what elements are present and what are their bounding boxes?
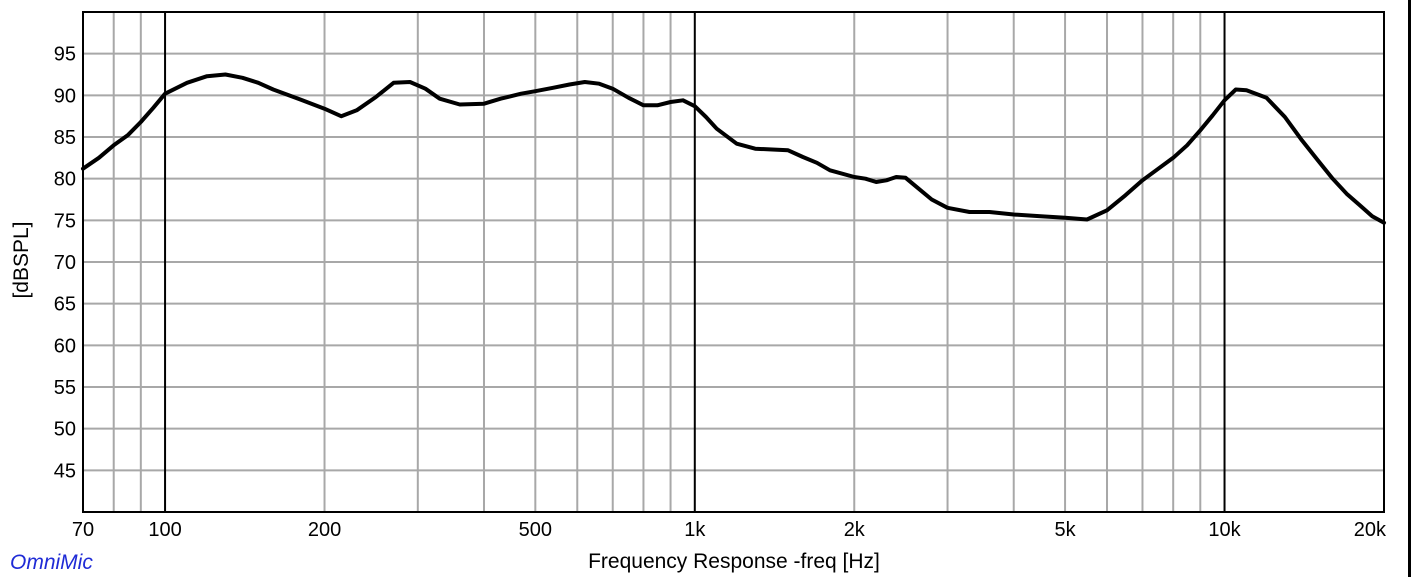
y-tick-label: 85 bbox=[54, 127, 76, 149]
x-tick-label: 10k bbox=[1208, 519, 1241, 541]
x-tick-label: 70 bbox=[72, 519, 94, 541]
x-tick-label: 500 bbox=[519, 519, 552, 541]
omnimic-brand: OmniMic bbox=[10, 551, 93, 574]
x-axis-label: Frequency Response -freq [Hz] bbox=[588, 550, 880, 573]
x-tick-label: 2k bbox=[844, 519, 866, 541]
x-tick-label: 1k bbox=[684, 519, 706, 541]
y-tick-label: 45 bbox=[54, 460, 76, 482]
minor-gridlines bbox=[83, 12, 1384, 512]
x-tick-label: 5k bbox=[1055, 519, 1077, 541]
x-tick-label: 100 bbox=[148, 519, 181, 541]
x-axis-tick-labels: 70 100 200 500 1k 2k 5k 10k 20k bbox=[72, 519, 1387, 541]
y-tick-label: 50 bbox=[54, 419, 76, 441]
x-tick-label: 200 bbox=[308, 519, 341, 541]
y-tick-label: 75 bbox=[54, 210, 76, 232]
y-tick-label: 60 bbox=[54, 335, 76, 357]
y-axis-tick-labels: 45 50 55 60 65 70 75 80 85 90 95 bbox=[54, 44, 76, 483]
y-tick-label: 70 bbox=[54, 252, 76, 274]
plot-frame bbox=[82, 11, 1385, 513]
y-tick-label: 55 bbox=[54, 377, 76, 399]
y-tick-label: 95 bbox=[54, 44, 76, 66]
right-border bbox=[1408, 0, 1411, 577]
y-tick-label: 65 bbox=[54, 294, 76, 316]
x-tick-label: 20k bbox=[1354, 519, 1387, 541]
y-tick-label: 90 bbox=[54, 85, 76, 107]
frequency-response-curve bbox=[81, 72, 1386, 225]
y-axis-label: [dBSPL] bbox=[10, 221, 33, 298]
y-tick-label: 80 bbox=[54, 169, 76, 191]
